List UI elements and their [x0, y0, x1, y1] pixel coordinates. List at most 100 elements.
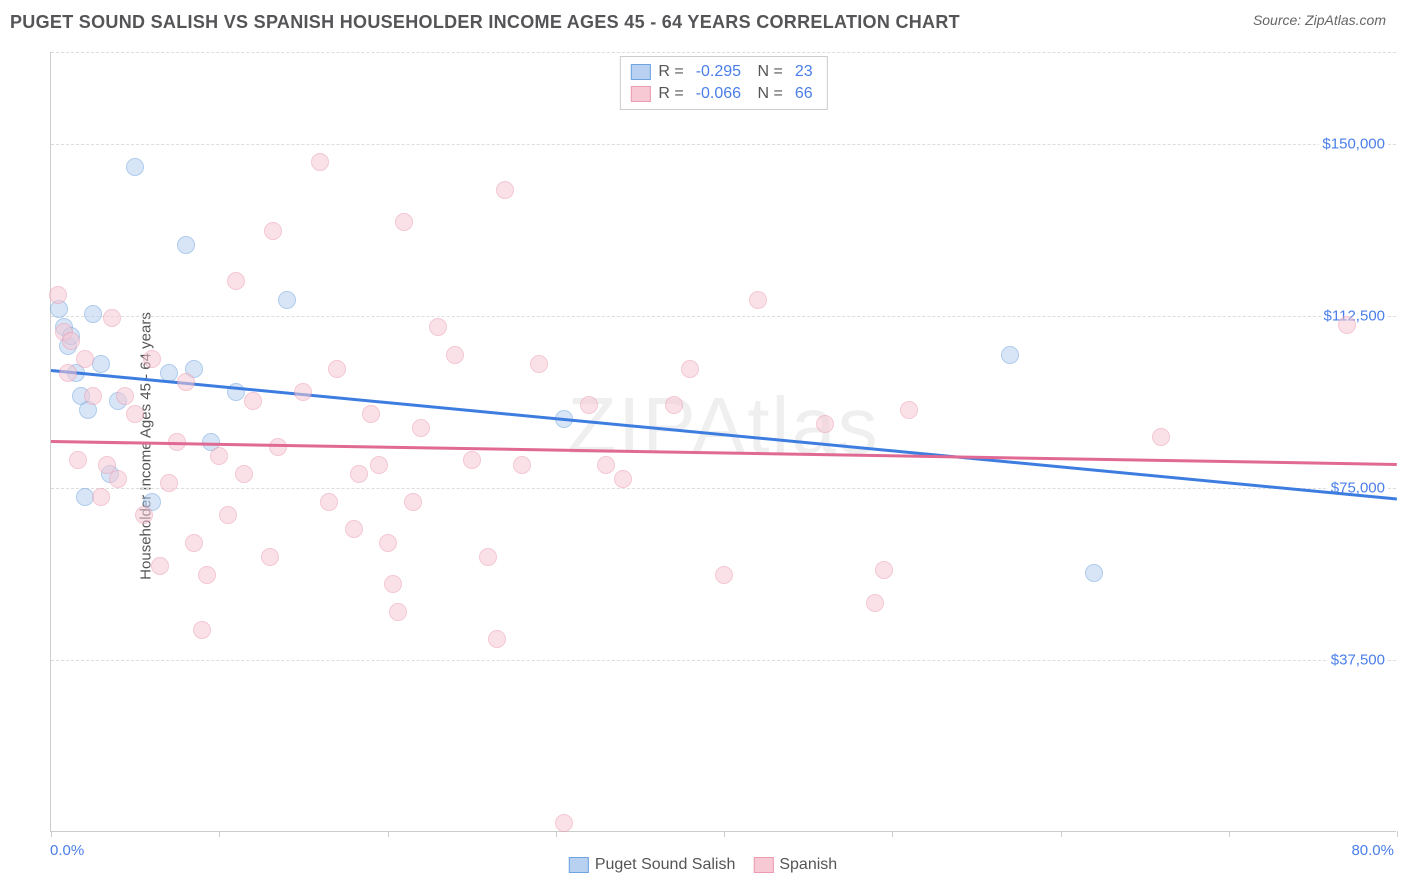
- data-point: [412, 419, 430, 437]
- legend-swatch: [569, 857, 589, 873]
- x-tick: [556, 831, 557, 837]
- gridline: [51, 660, 1396, 661]
- data-point: [193, 621, 211, 639]
- legend-row: R = -0.066 N = 66: [630, 83, 816, 105]
- legend-n-value: 23: [795, 63, 813, 81]
- data-point: [395, 213, 413, 231]
- x-axis-max-label: 80.0%: [1351, 842, 1394, 859]
- data-point: [59, 364, 77, 382]
- legend-bottom-item: Spanish: [753, 856, 837, 874]
- data-point: [816, 415, 834, 433]
- data-point: [513, 456, 531, 474]
- data-point: [84, 305, 102, 323]
- legend-bottom-item: Puget Sound Salish: [569, 856, 736, 874]
- data-point: [463, 451, 481, 469]
- data-point: [681, 360, 699, 378]
- data-point: [1338, 316, 1356, 334]
- legend-r-label: R =: [658, 63, 683, 81]
- data-point: [160, 474, 178, 492]
- data-point: [320, 493, 338, 511]
- legend-top: R = -0.295 N = 23 R = -0.066 N = 66: [619, 56, 827, 110]
- data-point: [345, 520, 363, 538]
- data-point: [177, 373, 195, 391]
- gridline: [51, 488, 1396, 489]
- data-point: [350, 465, 368, 483]
- data-point: [261, 548, 279, 566]
- data-point: [198, 566, 216, 584]
- data-point: [143, 350, 161, 368]
- data-point: [76, 350, 94, 368]
- data-point: [749, 291, 767, 309]
- source-label: Source: ZipAtlas.com: [1253, 12, 1386, 28]
- legend-r-value: -0.295: [696, 63, 741, 81]
- data-point: [269, 438, 287, 456]
- data-point: [446, 346, 464, 364]
- data-point: [530, 355, 548, 373]
- data-point: [135, 506, 153, 524]
- data-point: [1152, 428, 1170, 446]
- legend-n-value: 66: [795, 85, 813, 103]
- legend-swatch: [630, 86, 650, 102]
- trend-line: [51, 369, 1397, 500]
- y-tick-label: $150,000: [1319, 135, 1388, 152]
- data-point: [235, 465, 253, 483]
- data-point: [555, 814, 573, 832]
- data-point: [294, 383, 312, 401]
- x-tick: [388, 831, 389, 837]
- legend-series-label: Puget Sound Salish: [595, 856, 736, 874]
- data-point: [177, 236, 195, 254]
- data-point: [597, 456, 615, 474]
- data-point: [116, 387, 134, 405]
- data-point: [210, 447, 228, 465]
- chart-plot-area: ZIPAtlas R =-0.295 N =23R =-0.066 N =66 …: [50, 52, 1396, 832]
- x-axis-min-label: 0.0%: [50, 842, 84, 859]
- data-point: [92, 488, 110, 506]
- data-point: [866, 594, 884, 612]
- legend-n-label: N =: [753, 85, 783, 103]
- data-point: [103, 309, 121, 327]
- data-point: [244, 392, 262, 410]
- data-point: [62, 332, 80, 350]
- data-point: [875, 561, 893, 579]
- data-point: [614, 470, 632, 488]
- data-point: [49, 286, 67, 304]
- data-point: [1001, 346, 1019, 364]
- data-point: [328, 360, 346, 378]
- data-point: [362, 405, 380, 423]
- x-tick: [219, 831, 220, 837]
- x-tick: [1061, 831, 1062, 837]
- data-point: [76, 488, 94, 506]
- data-point: [580, 396, 598, 414]
- data-point: [185, 534, 203, 552]
- legend-r-value: -0.066: [696, 85, 741, 103]
- gridline: [51, 52, 1396, 53]
- data-point: [151, 557, 169, 575]
- x-tick: [1397, 831, 1398, 837]
- data-point: [429, 318, 447, 336]
- data-point: [109, 470, 127, 488]
- legend-series-label: Spanish: [779, 856, 837, 874]
- gridline: [51, 144, 1396, 145]
- data-point: [264, 222, 282, 240]
- x-tick: [724, 831, 725, 837]
- data-point: [488, 630, 506, 648]
- data-point: [404, 493, 422, 511]
- data-point: [1085, 564, 1103, 582]
- data-point: [665, 396, 683, 414]
- data-point: [479, 548, 497, 566]
- data-point: [84, 387, 102, 405]
- data-point: [384, 575, 402, 593]
- data-point: [126, 158, 144, 176]
- legend-r-label: R =: [658, 85, 683, 103]
- legend-row: R =-0.295 N =23: [630, 61, 816, 83]
- y-tick-label: $37,500: [1328, 651, 1388, 668]
- x-tick: [1229, 831, 1230, 837]
- data-point: [379, 534, 397, 552]
- trend-line: [51, 440, 1397, 465]
- legend-bottom: Puget Sound Salish Spanish: [569, 856, 837, 874]
- x-tick: [51, 831, 52, 837]
- data-point: [715, 566, 733, 584]
- data-point: [219, 506, 237, 524]
- data-point: [311, 153, 329, 171]
- chart-title: PUGET SOUND SALISH VS SPANISH HOUSEHOLDE…: [10, 12, 960, 33]
